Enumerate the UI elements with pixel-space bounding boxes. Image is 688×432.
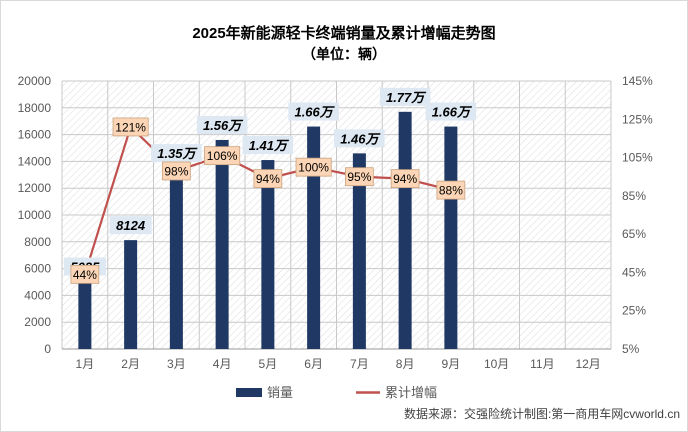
y-left-tick-label: 12000	[18, 181, 52, 195]
line-label-box	[345, 167, 374, 187]
legend-swatch-sales	[236, 388, 262, 397]
bar-data-label: 1.46万	[340, 131, 381, 146]
line-data-label: 98%	[164, 164, 188, 178]
bar-sales	[444, 126, 458, 349]
bar-data-label: 1.35万	[157, 146, 198, 161]
bar-data-label: 1.56万	[203, 118, 244, 133]
bar-sales	[352, 153, 366, 349]
y-right-tick-label: 45%	[622, 265, 646, 279]
bar-label-box	[196, 115, 248, 134]
line-data-label: 95%	[347, 170, 371, 184]
y-left-tick-label: 10000	[18, 208, 52, 222]
chart-title: 2025年新能源轻卡终端销量及累计增幅走势图	[192, 24, 495, 42]
y-left-tick-label: 18000	[18, 101, 52, 115]
bar-data-label: 1.41万	[249, 138, 290, 153]
line-label-box	[253, 169, 283, 189]
bar-data-label: 1.66万	[432, 105, 473, 120]
x-tick-label: 8月	[396, 357, 415, 371]
legend-label-growth: 累计增幅	[385, 385, 437, 400]
y-left-tick-label: 6000	[24, 262, 51, 276]
bar-sales	[78, 281, 92, 349]
bar-data-label: 1.66万	[294, 105, 335, 120]
bar-label-box	[334, 129, 385, 148]
line-data-label: 88%	[439, 184, 463, 198]
x-tick-label: 12月	[575, 357, 600, 371]
line-label-box	[70, 264, 100, 284]
bar-sales	[169, 168, 183, 349]
line-data-label: 44%	[73, 268, 97, 282]
bar-label-box	[242, 136, 294, 155]
line-label-box	[390, 169, 420, 189]
bar-data-label: 1.77万	[386, 90, 427, 105]
y-left-tick-label: 8000	[24, 235, 51, 249]
bar-data-label: 8124	[116, 218, 146, 233]
x-tick-label: 11月	[530, 357, 554, 371]
y-right-tick-label: 145%	[622, 74, 653, 88]
y-right-tick-label: 105%	[622, 151, 653, 165]
y-left-tick-label: 14000	[18, 154, 52, 168]
legend-label-sales: 销量	[267, 385, 293, 400]
x-tick-label: 1月	[76, 357, 95, 371]
x-tick-label: 4月	[213, 357, 232, 371]
y-right-tick-label: 85%	[622, 189, 646, 203]
bar-label-box	[288, 102, 339, 121]
x-tick-label: 10月	[484, 357, 509, 371]
x-tick-label: 9月	[442, 357, 461, 371]
bar-label-box	[109, 216, 152, 235]
line-label-box	[112, 117, 149, 137]
y-right-tick-label: 125%	[622, 112, 653, 126]
y-right-tick-label: 5%	[622, 342, 640, 356]
bar-label-box	[151, 144, 202, 163]
bar-sales	[215, 139, 229, 349]
line-data-label: 106%	[207, 149, 238, 163]
bar-sales	[307, 126, 321, 349]
x-tick-label: 6月	[304, 357, 323, 371]
y-left-tick-label: 0	[44, 342, 51, 356]
source-note: 数据来源：交强险统计制图:第一商用车网cvworld.cn	[404, 406, 680, 421]
y-left-tick-label: 2000	[24, 315, 51, 329]
chart-subtitle: （单位：辆）	[302, 46, 386, 62]
line-label-box	[162, 161, 191, 181]
y-right-tick-label: 65%	[622, 227, 646, 241]
line-data-label: 94%	[256, 172, 280, 186]
bar-label-box	[425, 102, 477, 121]
y-left-tick-label: 16000	[18, 128, 52, 142]
line-data-label: 121%	[115, 120, 146, 134]
line-label-box	[204, 146, 241, 166]
bar-sales	[261, 160, 275, 349]
x-tick-label: 7月	[350, 357, 369, 371]
x-tick-label: 3月	[167, 357, 186, 371]
bar-sales	[124, 240, 138, 349]
x-tick-label: 5月	[259, 357, 278, 371]
x-tick-label: 2月	[121, 357, 140, 371]
y-right-tick-label: 25%	[622, 304, 646, 318]
line-data-label: 94%	[393, 172, 417, 186]
line-data-label: 100%	[298, 161, 329, 175]
bar-label-box	[379, 87, 431, 106]
line-label-box	[436, 180, 466, 200]
bar-sales	[398, 111, 412, 349]
y-left-tick-label: 20000	[18, 74, 52, 88]
line-label-box	[295, 157, 332, 177]
y-left-tick-label: 4000	[24, 288, 51, 302]
